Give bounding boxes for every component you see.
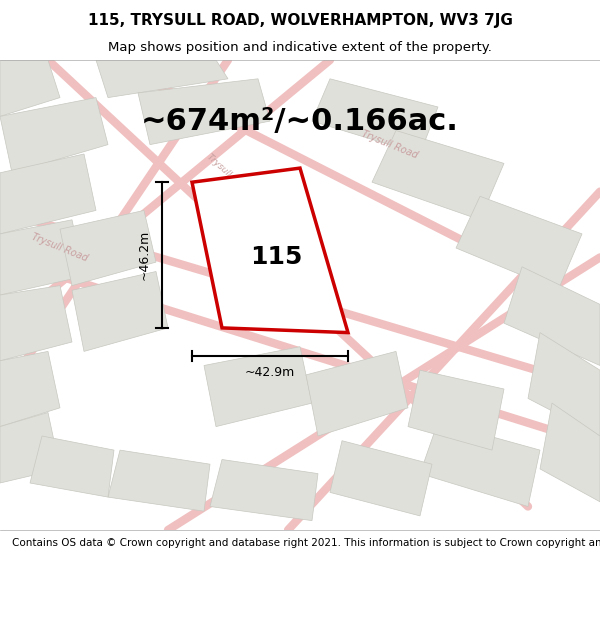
Polygon shape xyxy=(0,351,60,427)
Polygon shape xyxy=(204,347,312,427)
Text: ~46.2m: ~46.2m xyxy=(137,230,151,280)
Polygon shape xyxy=(138,79,270,144)
Polygon shape xyxy=(0,286,72,361)
Text: Contains OS data © Crown copyright and database right 2021. This information is : Contains OS data © Crown copyright and d… xyxy=(12,538,600,548)
Polygon shape xyxy=(372,131,504,220)
Polygon shape xyxy=(330,441,432,516)
Polygon shape xyxy=(72,271,168,351)
Polygon shape xyxy=(306,351,408,436)
Polygon shape xyxy=(408,370,504,450)
Polygon shape xyxy=(528,332,600,436)
Polygon shape xyxy=(312,79,438,154)
Text: 115, TRYSULL ROAD, WOLVERHAMPTON, WV3 7JG: 115, TRYSULL ROAD, WOLVERHAMPTON, WV3 7J… xyxy=(88,13,512,28)
Text: 115: 115 xyxy=(250,246,302,269)
Polygon shape xyxy=(192,168,348,332)
Text: ~674m²/~0.166ac.: ~674m²/~0.166ac. xyxy=(141,107,459,136)
Polygon shape xyxy=(456,196,582,290)
Polygon shape xyxy=(0,60,60,116)
Text: Trysull Ro...: Trysull Ro... xyxy=(205,152,251,194)
Text: Map shows position and indicative extent of the property.: Map shows position and indicative extent… xyxy=(108,41,492,54)
Polygon shape xyxy=(540,403,600,502)
Polygon shape xyxy=(96,60,228,98)
Polygon shape xyxy=(60,211,156,286)
Polygon shape xyxy=(30,436,114,497)
Polygon shape xyxy=(0,412,60,483)
Polygon shape xyxy=(108,450,210,511)
Text: Trysull Road: Trysull Road xyxy=(31,232,89,264)
Text: Trysull Road: Trysull Road xyxy=(361,129,419,161)
Polygon shape xyxy=(210,459,318,521)
Polygon shape xyxy=(420,422,540,506)
Polygon shape xyxy=(0,154,96,234)
Text: ~42.9m: ~42.9m xyxy=(245,366,295,379)
Polygon shape xyxy=(0,98,108,172)
Polygon shape xyxy=(504,267,600,366)
Polygon shape xyxy=(0,220,84,295)
